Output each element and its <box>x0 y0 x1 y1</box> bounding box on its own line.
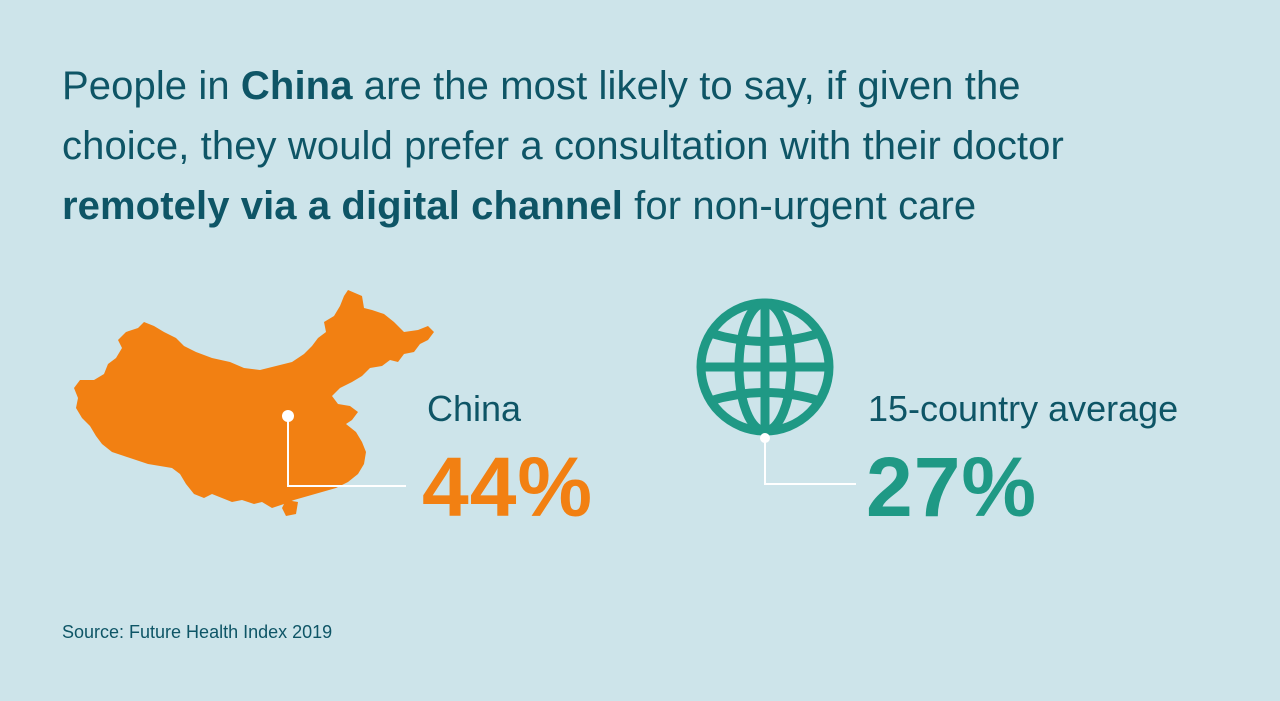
headline-emphasis-country: China <box>240 64 353 108</box>
headline-text: are the most likely to say, if given the <box>352 64 1021 108</box>
headline-line-2: choice, they would prefer a consultation… <box>62 124 1064 168</box>
headline: People in China are the most likely to s… <box>62 56 1242 236</box>
source-note: Source: Future Health Index 2019 <box>62 622 333 642</box>
china-map-icon <box>74 290 434 516</box>
average-label: 15-country average <box>868 388 1179 429</box>
average-connector-line <box>764 442 856 485</box>
china-connector-line <box>287 414 406 487</box>
china-value: 44% <box>422 440 594 534</box>
headline-line-3: remotely via a digital channel for non-u… <box>62 176 1242 236</box>
average-value: 27% <box>866 440 1038 534</box>
headline-line-1: People in China are the most likely to s… <box>62 56 1242 116</box>
china-label: China <box>427 388 522 429</box>
headline-text: for non-urgent care <box>622 184 977 228</box>
headline-emphasis-channel: remotely via a digital channel <box>62 184 623 228</box>
headline-text: People in <box>62 64 241 108</box>
globe-icon <box>696 298 834 443</box>
